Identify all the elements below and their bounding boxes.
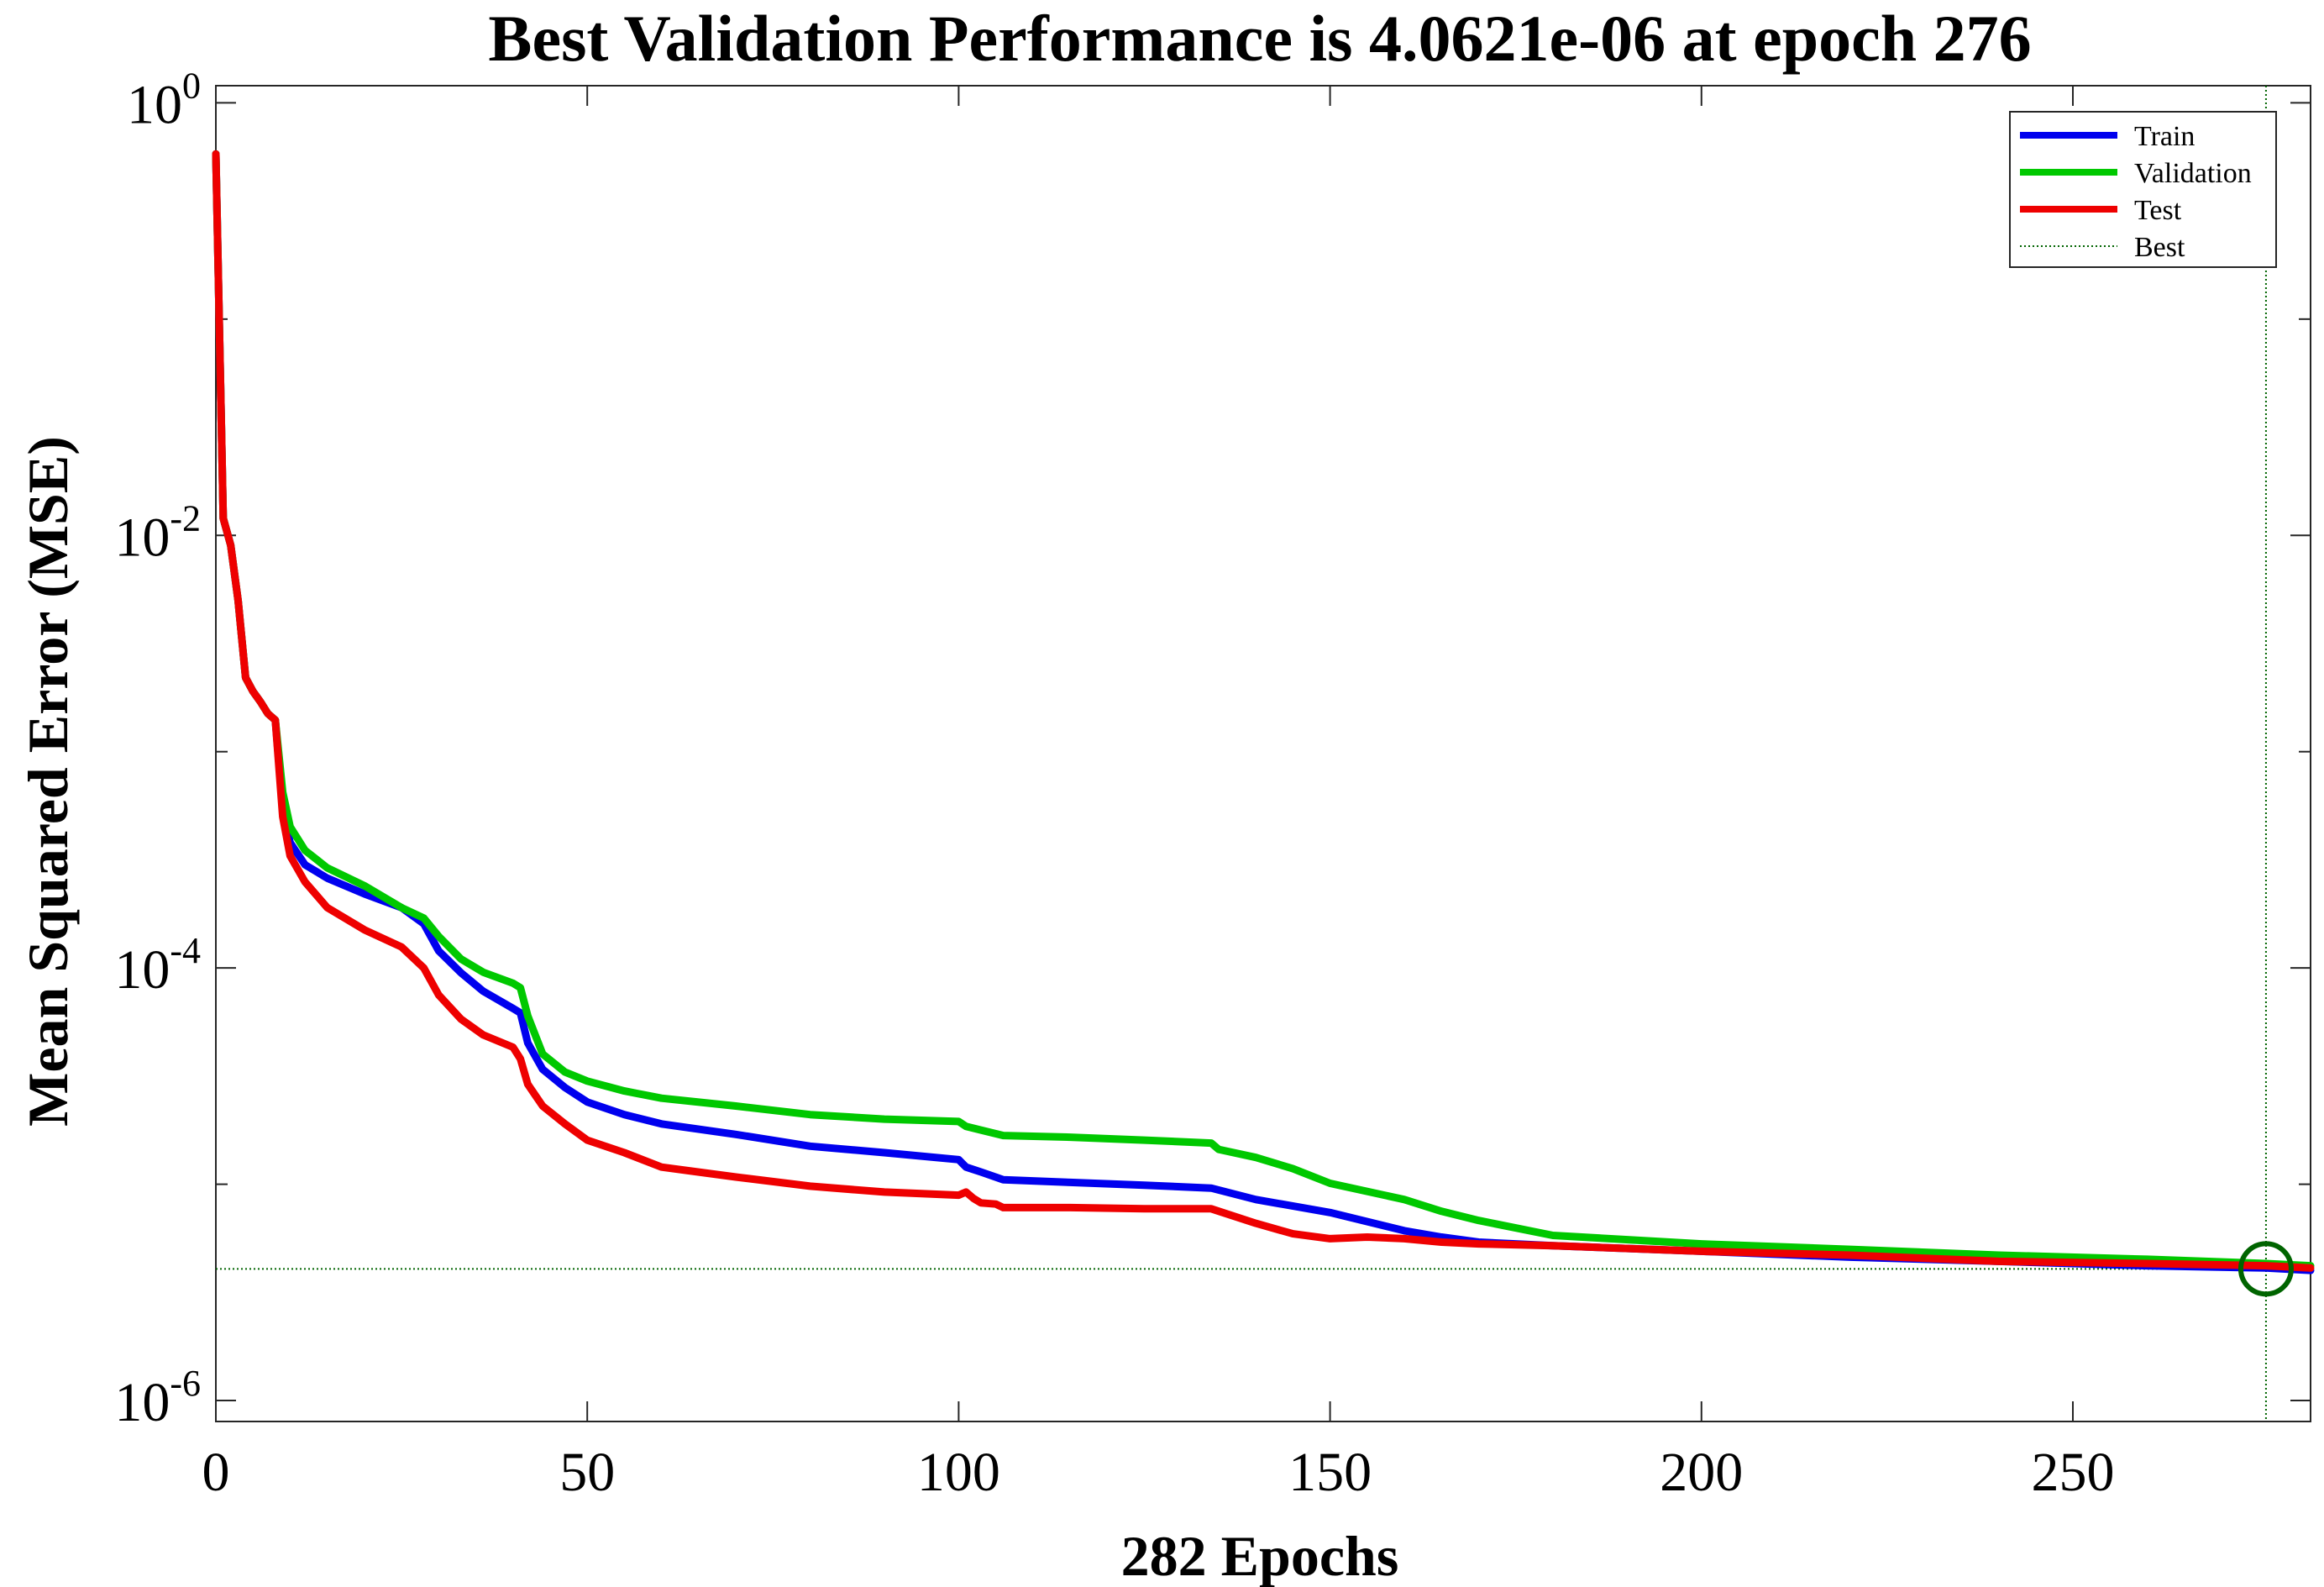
y-tick-label: 100: [127, 65, 201, 135]
y-tick-label: 10-6: [114, 1363, 201, 1433]
x-tick-label: 100: [917, 1442, 1000, 1503]
y-axis-label: Mean Squared Error (MSE): [16, 436, 80, 1127]
x-tick-label: 0: [202, 1442, 230, 1503]
series-lines: [212, 150, 2315, 1297]
x-axis-label: 282 Epochs: [1121, 1524, 1399, 1587]
tick-labels: 0 50 100 150 200 250 100 10-2 10-4 10-6: [114, 65, 2114, 1503]
x-tick-label: 50: [559, 1442, 615, 1503]
legend-label: Test: [2134, 195, 2182, 226]
axes-frame: [215, 85, 2311, 1422]
x-tick-label: 200: [1660, 1442, 1743, 1503]
legend-label: Validation: [2134, 158, 2252, 189]
axis-ticks: [215, 86, 2311, 1421]
best-markers: [216, 86, 2311, 1421]
series-line-test: [212, 150, 2315, 1272]
x-tick-label: 250: [2031, 1442, 2114, 1503]
y-tick-label: 10-4: [114, 930, 201, 1001]
x-tick-label: 150: [1288, 1442, 1372, 1503]
chart-title: Best Validation Performance is 4.0621e-0…: [488, 2, 2031, 75]
legend-label: Train: [2134, 121, 2195, 152]
plot-area-box: [215, 85, 2311, 1422]
legend: Train Validation Test Best: [2009, 111, 2277, 268]
best-point-marker: [2237, 1241, 2294, 1297]
y-tick-label: 10-2: [114, 497, 201, 568]
legend-label: Best: [2134, 232, 2185, 263]
